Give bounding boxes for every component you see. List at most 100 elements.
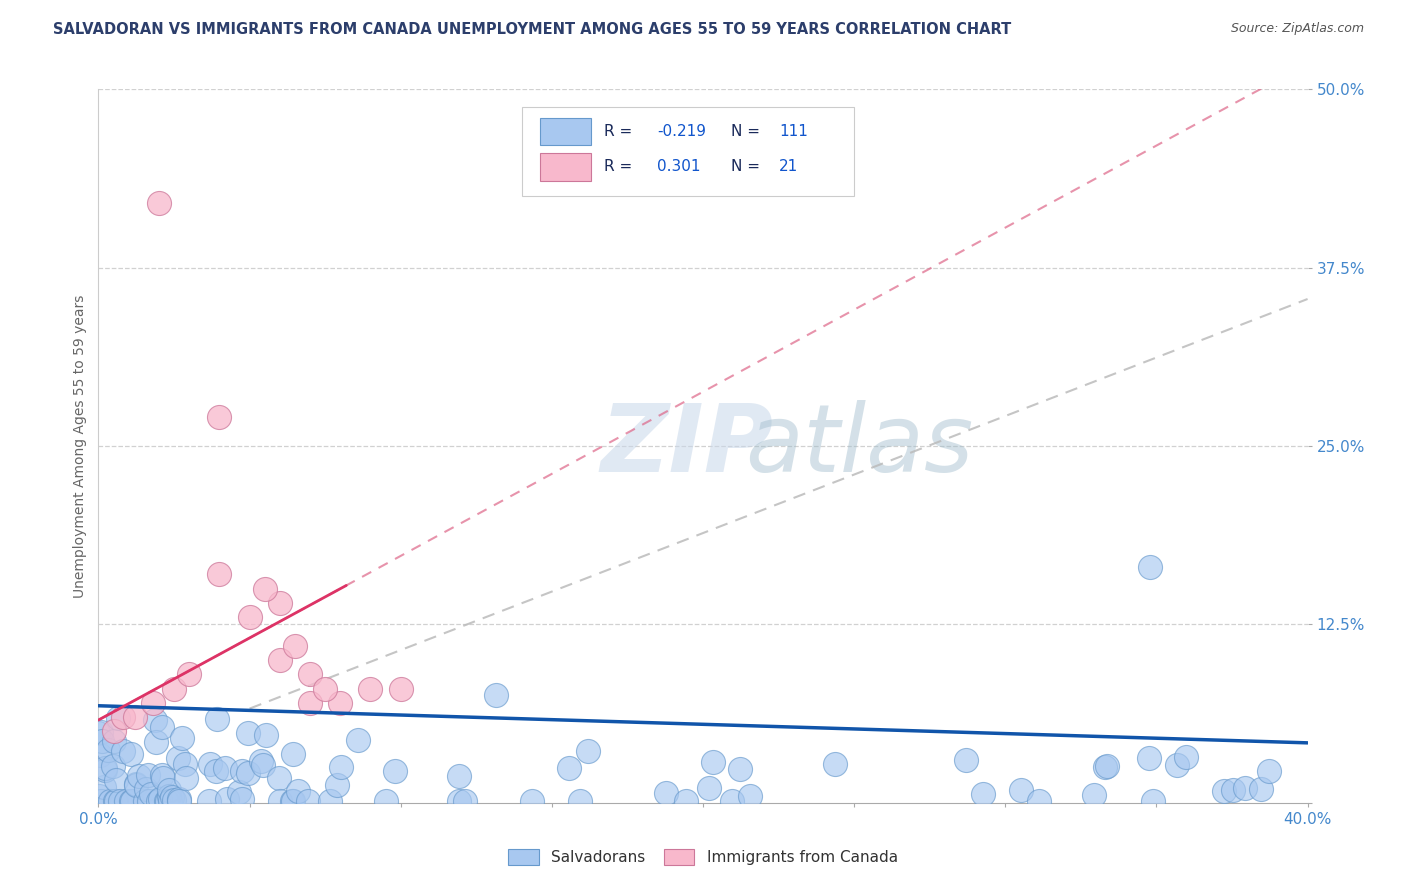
Point (205, 764, 228, 778)
Point (200, 757, 222, 772)
Point (173, 757, 195, 772)
Point (111, 710, 134, 724)
Point (167, 792, 190, 806)
Point (93, 763, 115, 777)
Y-axis label: Unemployment Among Ages 55 to 59 years: Unemployment Among Ages 55 to 59 years (73, 294, 87, 598)
Point (142, 696, 165, 710)
Point (145, 735, 167, 749)
Text: -0.219: -0.219 (657, 124, 706, 139)
Point (121, 794, 143, 808)
Point (1094, 760, 1116, 774)
Point (167, 794, 190, 808)
Point (159, 794, 181, 808)
Point (252, 757, 274, 772)
Point (389, 681, 412, 696)
Point (120, 794, 142, 808)
Point (150, 768, 173, 782)
Point (375, 794, 398, 808)
Point (231, 792, 253, 806)
Point (87, 789, 110, 803)
Point (520, 794, 543, 808)
Point (103, 724, 125, 739)
Point (93, 780, 115, 794)
Point (179, 667, 201, 681)
Text: N =: N = (731, 124, 765, 139)
Point (150, 720, 173, 734)
Point (208, 567, 231, 582)
Point (449, 769, 471, 783)
Point (149, 791, 172, 805)
Point (157, 789, 180, 804)
Point (269, 794, 291, 808)
Point (146, 794, 169, 808)
Point (98, 794, 121, 808)
Text: 0.301: 0.301 (657, 160, 700, 175)
FancyBboxPatch shape (540, 118, 591, 145)
Point (148, 196, 170, 211)
Point (120, 747, 142, 761)
Point (134, 794, 156, 808)
Point (125, 779, 148, 793)
Point (955, 753, 977, 767)
FancyBboxPatch shape (522, 107, 855, 196)
Point (720, 794, 742, 808)
Point (569, 794, 592, 808)
Point (138, 767, 160, 781)
Point (124, 710, 146, 724)
Point (314, 681, 336, 696)
Point (90, 733, 112, 747)
Point (697, 781, 720, 796)
Text: ZIP: ZIP (600, 400, 773, 492)
Point (1166, 757, 1188, 772)
Point (250, 755, 273, 769)
Point (269, 596, 291, 610)
Point (163, 792, 186, 806)
Point (281, 794, 304, 808)
Point (128, 769, 150, 783)
Point (1222, 782, 1244, 797)
Point (485, 688, 508, 702)
Legend: Salvadorans, Immigrants from Canada: Salvadorans, Immigrants from Canada (502, 843, 904, 871)
Point (96, 742, 118, 756)
Point (214, 761, 236, 775)
Point (1142, 794, 1164, 808)
Point (269, 653, 291, 667)
Point (824, 756, 846, 771)
Point (1139, 560, 1161, 574)
Point (103, 734, 125, 748)
Point (104, 794, 127, 808)
Point (360, 681, 382, 696)
Point (281, 794, 304, 808)
Point (205, 712, 228, 726)
Point (655, 786, 678, 800)
Point (253, 582, 276, 596)
Point (215, 792, 238, 806)
Point (454, 794, 477, 808)
Point (94, 761, 117, 775)
Point (166, 750, 188, 764)
Point (447, 794, 470, 808)
Text: R =: R = (603, 160, 637, 175)
Point (156, 794, 179, 808)
Point (124, 777, 146, 791)
Point (239, 610, 262, 624)
Point (110, 794, 132, 808)
Point (287, 784, 309, 798)
Text: R =: R = (603, 124, 637, 139)
Point (103, 758, 125, 772)
Point (104, 794, 127, 808)
Text: SALVADORAN VS IMMIGRANTS FROM CANADA UNEMPLOYMENT AMONG AGES 55 TO 59 YEARS CORR: SALVADORAN VS IMMIGRANTS FROM CANADA UNE… (53, 22, 1012, 37)
Point (728, 762, 751, 776)
Point (1175, 750, 1198, 764)
Point (297, 794, 319, 808)
Point (152, 771, 174, 785)
Point (105, 772, 128, 787)
Point (254, 727, 277, 741)
Text: N =: N = (731, 160, 765, 175)
Point (170, 731, 193, 746)
Point (325, 778, 347, 792)
Point (578, 744, 600, 758)
Point (1258, 764, 1281, 779)
Point (139, 787, 162, 801)
Point (174, 772, 197, 786)
